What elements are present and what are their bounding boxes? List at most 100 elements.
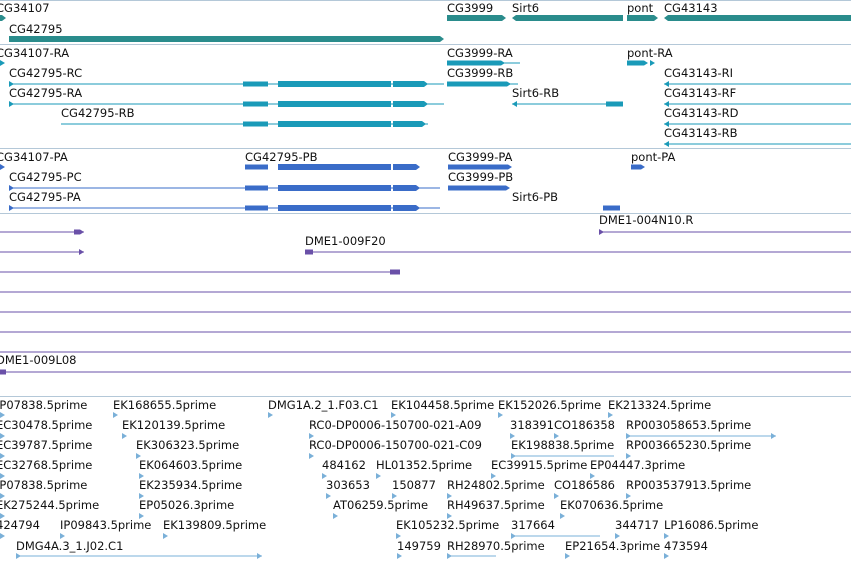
transcript-glyph[interactable] <box>393 81 428 87</box>
est-label[interactable]: 424794 <box>0 518 40 532</box>
est-glyph[interactable] <box>0 513 5 519</box>
est-label[interactable]: HL01352.5prime <box>376 458 473 472</box>
est-glyph[interactable] <box>139 493 144 499</box>
transcript-label[interactable]: CG34107-RA <box>0 46 70 60</box>
est-glyph[interactable] <box>397 553 402 559</box>
est-glyph[interactable] <box>0 453 5 459</box>
transcript-label[interactable]: CG43143-RI <box>664 66 734 80</box>
protein-glyph[interactable] <box>278 185 391 191</box>
est-glyph[interactable] <box>163 533 168 539</box>
est-glyph[interactable] <box>326 493 331 499</box>
gene-glyph[interactable] <box>664 15 851 21</box>
est-glyph[interactable] <box>554 493 559 499</box>
est-glyph[interactable] <box>0 473 5 479</box>
est-label[interactable]: DMG4A.3_1.J02.C1 <box>16 539 124 553</box>
protein-glyph[interactable] <box>393 205 420 211</box>
est-glyph[interactable] <box>498 412 503 418</box>
protein-glyph[interactable] <box>245 164 268 170</box>
transcript-glyph[interactable] <box>664 81 669 87</box>
est-label[interactable]: AT06259.5prime <box>333 498 429 512</box>
est-label[interactable]: 303653 <box>326 478 370 492</box>
transcript-glyph[interactable] <box>278 81 391 87</box>
protein-glyph[interactable] <box>245 185 268 191</box>
transcript-glyph[interactable] <box>447 81 511 87</box>
est-glyph[interactable] <box>376 473 381 479</box>
est-label[interactable]: LP16086.5prime <box>664 518 759 532</box>
est-glyph[interactable] <box>113 412 118 418</box>
transcript-glyph[interactable] <box>9 81 14 87</box>
transcript-glyph[interactable] <box>664 141 669 147</box>
transcript-label[interactable]: CG3999-RA <box>447 46 513 60</box>
protein-glyph[interactable] <box>448 164 512 170</box>
est-label[interactable]: RP003537913.5prime <box>626 478 752 492</box>
est-label[interactable]: EK213324.5prime <box>608 398 712 412</box>
gene-glyph[interactable] <box>627 15 658 21</box>
est-label[interactable]: RH24802.5prime <box>447 478 545 492</box>
protein-label[interactable]: pont-PA <box>631 150 676 164</box>
est-label[interactable]: EK070636.5prime <box>560 498 664 512</box>
transcript-glyph[interactable] <box>664 101 669 107</box>
transcript-label[interactable]: pont-RA <box>627 46 673 60</box>
est-label[interactable]: EK306323.5prime <box>136 438 240 452</box>
est-glyph[interactable] <box>122 433 127 439</box>
est-glyph[interactable] <box>664 553 669 559</box>
est-label[interactable]: EC39787.5prime <box>0 438 93 452</box>
transcript-label[interactable]: Sirt6-RB <box>512 86 560 100</box>
clone-glyph[interactable] <box>390 269 400 275</box>
gene-label[interactable]: CG34107 <box>0 1 50 15</box>
est-glyph[interactable] <box>268 412 273 418</box>
est-label[interactable]: RP003665230.5prime <box>626 438 752 452</box>
est-label[interactable]: RH49637.5prime <box>447 498 545 512</box>
gene-label[interactable]: Sirt6 <box>512 1 540 15</box>
transcript-glyph[interactable] <box>9 101 14 107</box>
est-label[interactable]: EK198838.5prime <box>511 438 615 452</box>
est-glyph[interactable] <box>333 513 338 519</box>
est-glyph[interactable] <box>322 473 327 479</box>
est-label[interactable]: DMG1A.2_1.F03.C1 <box>268 398 379 412</box>
est-label[interactable]: 344717 <box>615 518 659 532</box>
est-glyph[interactable] <box>626 493 631 499</box>
est-label[interactable]: RP003058653.5prime <box>626 418 752 432</box>
transcript-label[interactable]: CG43143-RD <box>664 106 739 120</box>
est-label[interactable]: 318391 <box>510 418 554 432</box>
est-glyph[interactable] <box>491 473 496 479</box>
transcript-glyph[interactable] <box>278 101 391 107</box>
est-label[interactable]: EK104458.5prime <box>391 398 495 412</box>
est-label[interactable]: CO186358 <box>554 418 615 432</box>
est-glyph[interactable] <box>0 412 5 418</box>
est-glyph[interactable] <box>560 513 565 519</box>
protein-label[interactable]: CG42795-PA <box>9 190 81 204</box>
transcript-glyph[interactable] <box>0 60 5 66</box>
transcript-glyph[interactable] <box>627 60 648 66</box>
transcript-glyph[interactable] <box>243 121 268 127</box>
est-label[interactable]: EC30478.5prime <box>0 418 93 432</box>
est-label[interactable]: EK120139.5prime <box>122 418 226 432</box>
gene-glyph[interactable] <box>9 36 444 42</box>
est-glyph[interactable] <box>447 513 452 519</box>
est-label[interactable]: EC39915.5prime <box>491 458 588 472</box>
est-glyph[interactable] <box>60 533 65 539</box>
transcript-glyph[interactable] <box>243 101 268 107</box>
transcript-label[interactable]: CG43143-RF <box>664 86 737 100</box>
protein-label[interactable]: CG3999-PA <box>448 150 513 164</box>
est-label[interactable]: RH28970.5prime <box>447 539 545 553</box>
protein-label[interactable]: CG42795-PB <box>245 150 318 164</box>
protein-label[interactable]: Sirt6-PB <box>512 190 559 204</box>
clone-glyph[interactable] <box>0 369 6 375</box>
clone-label[interactable]: DME1-009F20 <box>305 234 386 248</box>
est-glyph[interactable] <box>309 433 314 439</box>
protein-label[interactable]: CG42795-PC <box>9 170 82 184</box>
transcript-label[interactable]: CG42795-RB <box>61 106 135 120</box>
est-glyph[interactable] <box>565 553 570 559</box>
est-glyph[interactable] <box>396 533 401 539</box>
protein-glyph[interactable] <box>393 164 420 170</box>
protein-glyph[interactable] <box>9 205 14 211</box>
est-label[interactable]: 317664 <box>511 518 555 532</box>
est-glyph[interactable] <box>554 433 559 439</box>
gene-glyph[interactable] <box>0 15 6 21</box>
est-glyph[interactable] <box>626 453 631 459</box>
est-label[interactable]: EK064603.5prime <box>139 458 243 472</box>
protein-glyph[interactable] <box>448 185 510 191</box>
protein-glyph[interactable] <box>393 185 420 191</box>
est-glyph[interactable] <box>590 473 595 479</box>
